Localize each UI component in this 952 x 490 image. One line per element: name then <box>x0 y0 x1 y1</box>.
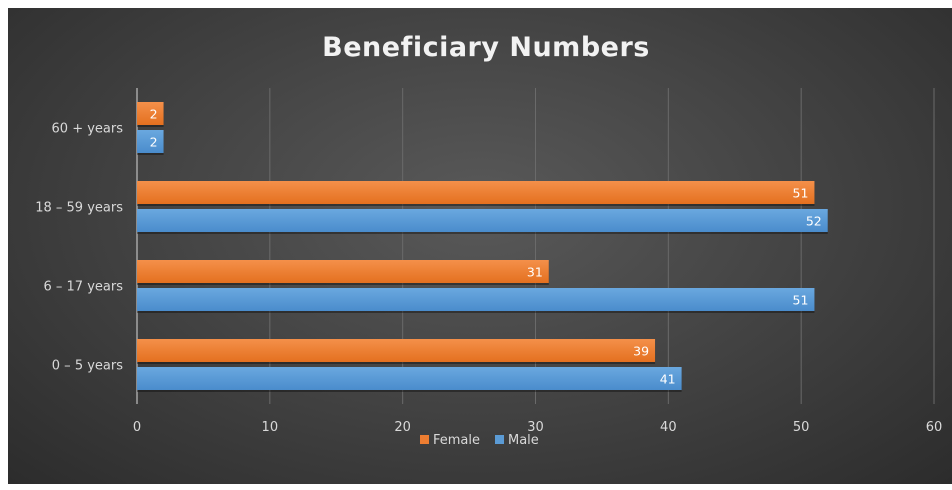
chart-title: Beneficiary Numbers <box>322 32 650 63</box>
data-labels: 39 41 31 51 51 52 2 2 <box>150 107 822 387</box>
data-label: 2 <box>150 107 158 122</box>
data-label: 52 <box>806 214 822 229</box>
category-label: 18 – 59 years <box>35 201 123 216</box>
legend-swatch-male <box>495 435 504 444</box>
bar-female <box>137 339 656 362</box>
data-label: 39 <box>633 344 649 359</box>
x-tick-label: 40 <box>660 420 677 435</box>
x-tick-label: 0 <box>133 420 141 435</box>
category-label: 60 + years <box>52 122 124 137</box>
legend-swatch-female <box>420 435 429 444</box>
data-label: 41 <box>660 372 676 387</box>
data-label: 2 <box>150 135 158 150</box>
x-axis-ticks: 0 10 20 30 40 50 60 <box>133 420 942 435</box>
x-tick-label: 10 <box>262 420 279 435</box>
x-tick-label: 60 <box>926 420 943 435</box>
legend: Female Male <box>420 433 539 448</box>
data-label: 51 <box>793 186 809 201</box>
bar-male <box>137 367 682 390</box>
x-tick-label: 50 <box>793 420 810 435</box>
bar-male <box>137 209 828 232</box>
category-label: 0 – 5 years <box>52 359 123 374</box>
y-axis-categories: 0 – 5 years 6 – 17 years 18 – 59 years 60 +… <box>35 122 123 374</box>
beneficiary-bar-chart: Beneficiary Numbers 0 10 20 30 40 50 60 0 – 5 … <box>35 32 942 448</box>
data-label: 51 <box>793 293 809 308</box>
bars <box>137 102 828 392</box>
data-label: 31 <box>527 265 543 280</box>
bar-male <box>137 130 164 153</box>
bar-female <box>137 181 815 204</box>
bar-female <box>137 260 549 283</box>
bar-female <box>137 102 164 125</box>
legend-label-female: Female <box>433 433 480 448</box>
x-tick-label: 20 <box>394 420 411 435</box>
x-tick-label: 30 <box>527 420 544 435</box>
chart-frame: Beneficiary Numbers 0 10 20 30 40 50 60 0 – 5 … <box>8 8 952 484</box>
bar-male <box>137 288 815 311</box>
category-label: 6 – 17 years <box>44 280 124 295</box>
legend-label-male: Male <box>508 433 539 448</box>
